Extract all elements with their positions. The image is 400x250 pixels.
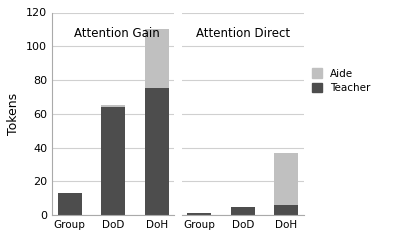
Bar	[145, 29, 169, 88]
Text: Attention Gain: Attention Gain	[74, 27, 160, 40]
Legend: Aide, Teacher: Aide, Teacher	[312, 68, 371, 93]
Bar	[101, 107, 125, 215]
Bar	[187, 213, 211, 215]
Bar	[58, 193, 82, 215]
Bar	[274, 205, 298, 215]
Bar	[101, 105, 125, 107]
Bar	[145, 88, 169, 215]
Y-axis label: Tokens: Tokens	[8, 93, 20, 135]
Bar	[231, 206, 255, 215]
Text: Attention Direct: Attention Direct	[196, 27, 290, 40]
Bar	[274, 152, 298, 205]
